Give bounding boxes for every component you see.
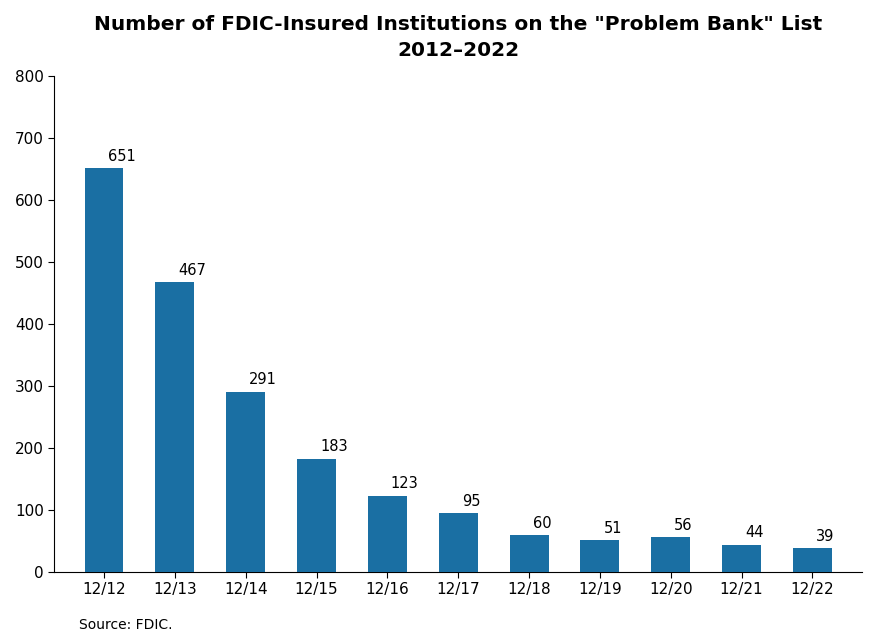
Bar [84,168,124,572]
Title: Number of FDIC-Insured Institutions on the "Problem Bank" List
2012–2022: Number of FDIC-Insured Institutions on t… [94,15,823,61]
Bar [297,459,336,572]
Bar [722,545,761,572]
Bar [438,513,478,572]
Bar [652,537,690,572]
Text: 51: 51 [603,521,622,536]
Bar [367,496,407,572]
Text: 123: 123 [391,477,418,491]
Bar [581,540,619,572]
Text: Source: FDIC.: Source: FDIC. [79,618,173,632]
Bar [793,548,832,572]
Bar [155,283,195,572]
Text: 44: 44 [745,526,764,540]
Text: 651: 651 [108,149,135,164]
Text: 60: 60 [532,516,552,531]
Text: 183: 183 [320,439,347,454]
Text: 39: 39 [816,528,834,544]
Bar [510,535,548,572]
Text: 56: 56 [674,518,693,533]
Text: 291: 291 [249,372,277,387]
Bar [226,392,265,572]
Text: 467: 467 [178,263,206,278]
Text: 95: 95 [462,494,481,509]
